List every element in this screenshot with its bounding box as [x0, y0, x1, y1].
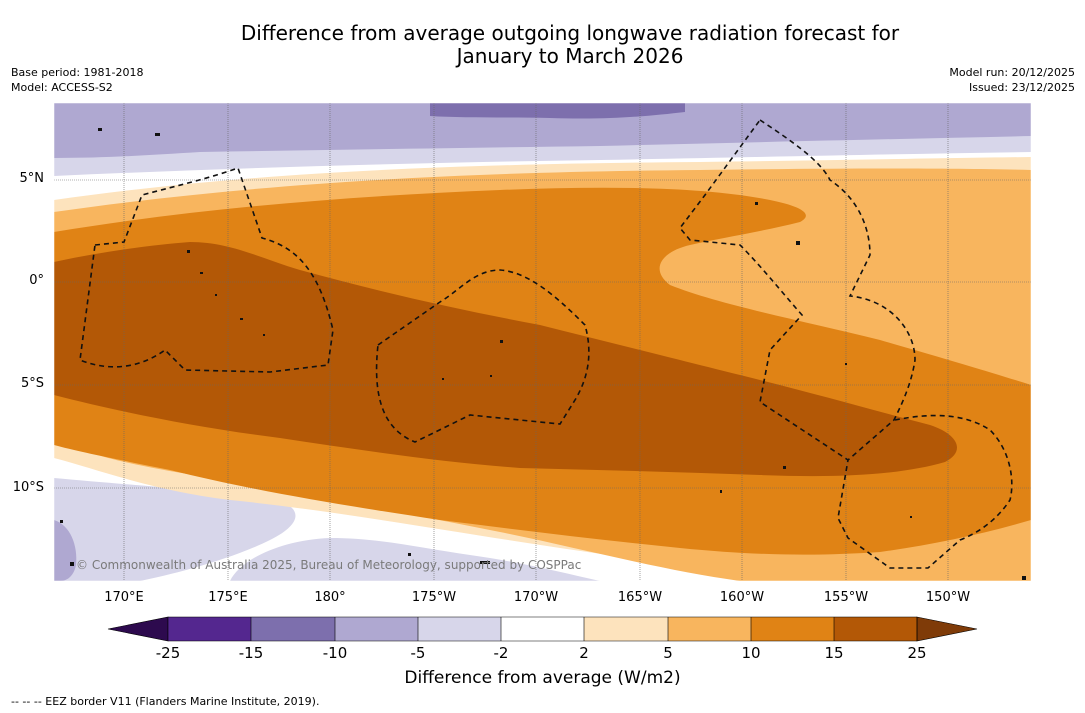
map-frame — [53, 102, 1032, 582]
band-north-minus10 — [54, 103, 1031, 158]
band-south-minus5-left — [54, 478, 296, 581]
meta-left: Base period: 1981-2018 Model: ACCESS-S2 — [11, 65, 143, 95]
colorbar-tick-label: 5 — [663, 644, 673, 662]
eez-cook-islands — [837, 414, 1013, 569]
islands — [60, 128, 1026, 580]
map-field — [54, 103, 1031, 581]
colorbar-tick-label: -15 — [238, 644, 264, 662]
lon-tick-label: 155°W — [823, 590, 869, 605]
cbar-seg-7 — [668, 617, 751, 641]
cbar-seg-8 — [751, 617, 834, 641]
band-15-25 — [54, 242, 957, 477]
cbar-seg-3 — [335, 617, 418, 641]
lat-tick-label: 5°N — [19, 171, 45, 186]
issued-date: Issued: 23/12/2025 — [968, 81, 1075, 94]
colorbar-arrow-right — [916, 616, 978, 642]
colorbar-tick-label: -2 — [493, 644, 509, 662]
lon-tick-label: 160°W — [719, 590, 765, 605]
cbar-seg-4 — [418, 617, 501, 641]
copyright-notice: © Commonwealth of Australia 2025, Bureau… — [76, 558, 582, 572]
colorbar — [107, 616, 978, 642]
title-line-1: Difference from average outgoing longwav… — [240, 21, 900, 45]
lat-tick-label: 0° — [29, 273, 44, 288]
lon-tick-label: 180° — [314, 590, 346, 605]
title-line-2: January to March 2026 — [456, 44, 684, 68]
lat-tick-label: 10°S — [12, 480, 44, 495]
cbar-seg-2 — [251, 617, 335, 641]
colorbar-tick-label: 25 — [907, 644, 927, 662]
meta-right: Model run: 20/12/2025 Issued: 23/12/2025 — [949, 65, 1075, 95]
lat-tick-label: 5°S — [20, 376, 44, 391]
lon-tick-label: 175°E — [208, 590, 248, 605]
colorbar-tick-label: 15 — [824, 644, 844, 662]
graticule — [54, 103, 1031, 581]
colorbar-tick-label: -5 — [410, 644, 426, 662]
cbar-seg-1 — [168, 617, 251, 641]
lon-tick-label: 175°W — [411, 590, 457, 605]
eez-borders — [79, 118, 1013, 569]
base-period: Base period: 1981-2018 — [11, 66, 144, 79]
lon-tick-label: 165°W — [617, 590, 663, 605]
band-north-minus15 — [430, 103, 685, 119]
cbar-seg-9 — [834, 617, 917, 641]
lon-tick-label: 170°E — [104, 590, 144, 605]
model-name: Model: ACCESS-S2 — [11, 81, 113, 94]
eez-line-islands — [678, 118, 916, 462]
band-south-minus5-mid — [230, 538, 600, 581]
lon-tick-label: 150°W — [925, 590, 971, 605]
cbar-seg-5 — [501, 617, 584, 641]
map-title: Difference from average outgoing longwav… — [170, 22, 970, 68]
eez-phoenix — [375, 269, 590, 443]
colorbar-tick-label: -10 — [322, 644, 348, 662]
eez-tuvalu-kiribati-west — [79, 166, 334, 373]
colorbar-tick-label: 10 — [741, 644, 761, 662]
colorbar-tick-label: 2 — [579, 644, 589, 662]
eez-footnote: -- -- -- EEZ border V11 (Flanders Marine… — [11, 695, 320, 708]
colorbar-tick-label: -25 — [155, 644, 181, 662]
model-run: Model run: 20/12/2025 — [949, 66, 1075, 79]
lon-tick-label: 170°W — [513, 590, 559, 605]
cbar-seg-6 — [584, 617, 668, 641]
colorbar-label: Difference from average (W/m2) — [404, 668, 681, 688]
colorbar-arrow-left — [107, 616, 169, 642]
